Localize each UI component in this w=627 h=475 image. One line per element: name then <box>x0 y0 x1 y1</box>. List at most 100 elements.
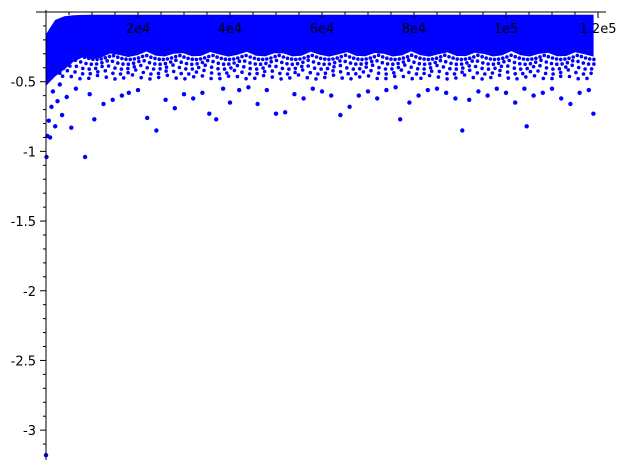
data-point <box>347 104 352 110</box>
x-tick-label: 8e4 <box>402 22 427 37</box>
data-point <box>368 56 373 60</box>
data-point <box>111 71 115 76</box>
data-point <box>116 61 120 65</box>
data-point <box>136 56 141 60</box>
data-point <box>244 76 248 81</box>
data-point <box>576 65 581 70</box>
data-point <box>463 57 468 61</box>
data-point <box>311 60 316 64</box>
data-point <box>441 65 446 69</box>
data-point <box>203 63 207 67</box>
data-point <box>445 77 449 81</box>
data-point <box>347 55 352 59</box>
data-point <box>502 59 506 64</box>
data-point <box>113 77 117 81</box>
data-point <box>558 70 563 75</box>
data-point <box>486 62 490 66</box>
data-point <box>147 60 152 65</box>
data-point <box>436 75 441 79</box>
data-point <box>319 89 325 94</box>
data-point <box>497 73 502 77</box>
data-point <box>444 90 449 96</box>
data-point <box>74 64 79 69</box>
data-point <box>57 62 62 67</box>
data-point <box>513 100 518 105</box>
data-point <box>149 55 153 59</box>
data-point <box>397 57 402 61</box>
data-point <box>332 65 336 69</box>
data-point <box>531 93 536 98</box>
data-point <box>375 96 380 101</box>
data-point <box>525 66 529 71</box>
data-point <box>294 57 298 62</box>
data-point <box>454 62 459 66</box>
data-point <box>240 54 244 59</box>
data-point <box>283 110 288 115</box>
data-point <box>538 63 542 68</box>
data-point <box>91 57 95 61</box>
y-tick-label: -1.5 <box>11 215 36 230</box>
data-point <box>453 96 458 101</box>
data-point <box>544 66 549 70</box>
data-point <box>361 70 366 74</box>
data-point <box>70 56 74 60</box>
data-point <box>156 75 161 80</box>
data-point <box>430 57 435 61</box>
data-point <box>158 67 162 71</box>
data-point <box>240 70 244 74</box>
data-point <box>194 70 199 74</box>
data-point <box>472 55 476 59</box>
data-point <box>403 63 407 67</box>
data-point <box>401 74 406 79</box>
data-point <box>78 53 83 58</box>
data-point <box>415 67 420 71</box>
data-point <box>103 69 108 73</box>
data-point <box>536 69 540 73</box>
data-point <box>131 61 136 65</box>
data-point <box>172 106 177 111</box>
data-point <box>512 66 517 70</box>
data-point <box>376 71 381 75</box>
data-point <box>232 68 237 73</box>
data-point <box>554 57 559 61</box>
data-point <box>579 54 584 59</box>
data-point <box>323 75 327 80</box>
data-point <box>53 56 58 61</box>
data-point <box>475 71 480 75</box>
data-point <box>87 56 91 61</box>
data-point <box>480 66 484 71</box>
data-point <box>225 71 229 75</box>
data-point <box>237 59 242 63</box>
data-point <box>209 76 213 81</box>
data-point <box>491 62 496 66</box>
data-point <box>73 70 77 74</box>
data-point <box>293 70 297 75</box>
data-point <box>293 66 298 71</box>
data-point <box>470 59 475 63</box>
data-point <box>158 62 162 66</box>
data-point <box>118 72 123 76</box>
data-point <box>183 77 187 81</box>
data-point <box>455 57 460 61</box>
data-point <box>87 67 91 71</box>
data-point <box>174 58 178 62</box>
data-point <box>265 57 269 61</box>
data-point <box>198 57 203 61</box>
data-point <box>369 68 373 73</box>
data-point <box>576 59 580 64</box>
data-point <box>348 61 353 65</box>
data-point <box>104 75 109 79</box>
data-point <box>435 63 439 68</box>
data-point <box>438 58 443 63</box>
data-point <box>209 65 214 69</box>
data-point <box>82 154 88 160</box>
data-point <box>407 100 412 105</box>
data-point <box>236 56 240 60</box>
data-point <box>256 57 261 61</box>
data-point <box>258 62 263 66</box>
data-point <box>163 61 168 66</box>
data-point <box>110 59 115 64</box>
data-point <box>217 72 221 76</box>
data-point <box>581 72 586 76</box>
